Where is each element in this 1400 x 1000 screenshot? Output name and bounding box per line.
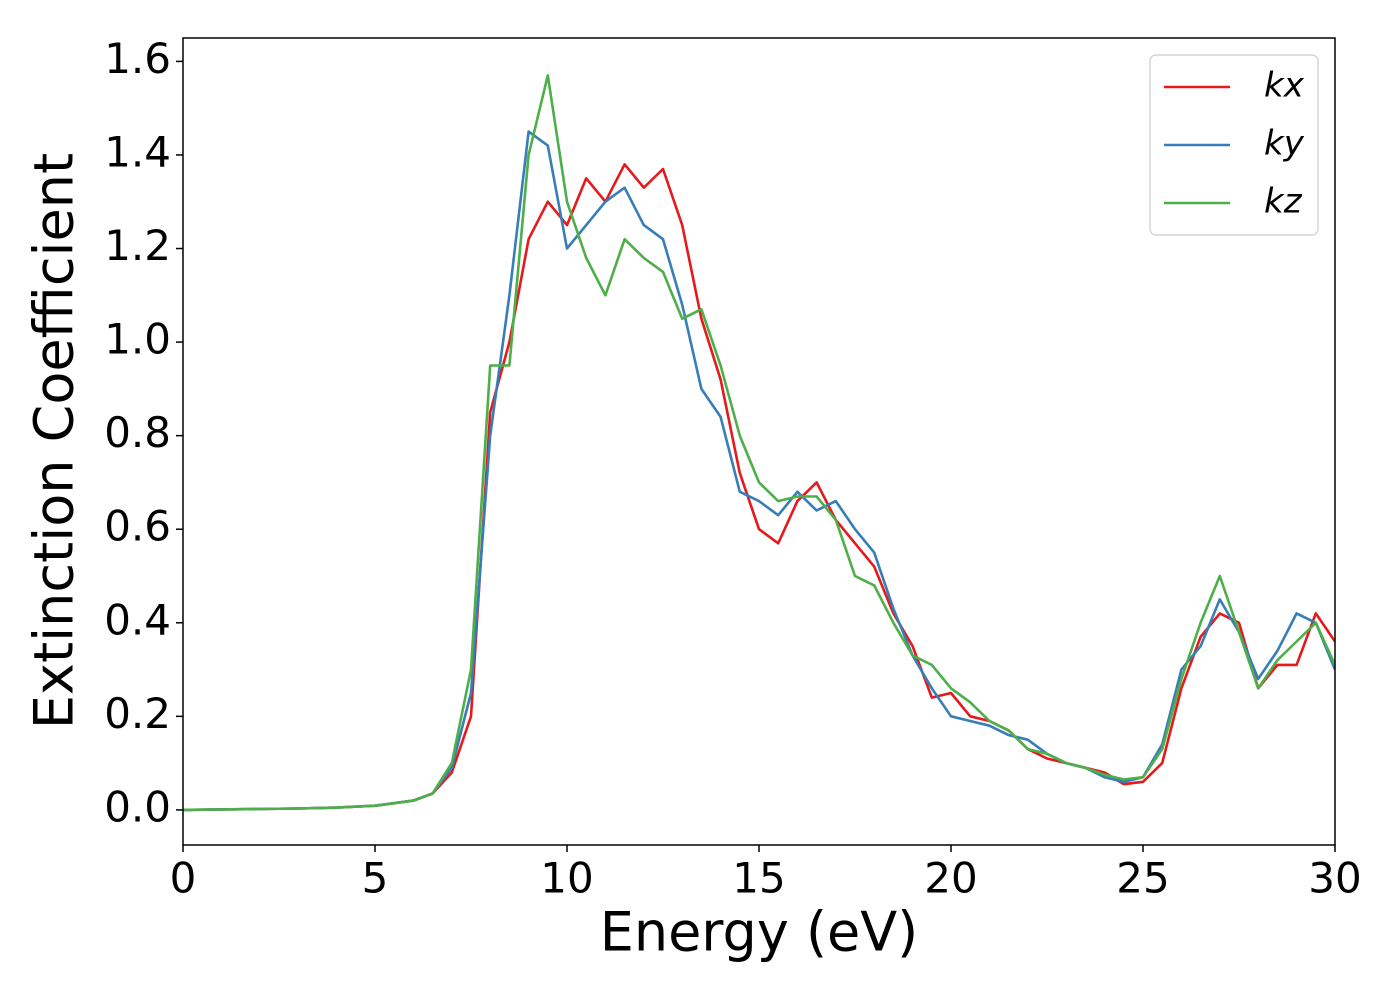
y-tick-label: 1.0 [104, 315, 171, 364]
legend-box [1149, 54, 1319, 236]
y-tick-label: 0.4 [104, 595, 171, 644]
y-tick-label: 1.2 [104, 221, 171, 270]
x-tick-label: 20 [924, 854, 977, 903]
legend-label: kx [1264, 66, 1305, 106]
x-tick-label: 5 [362, 854, 389, 903]
x-tick-label: 10 [540, 854, 593, 903]
legend-label: ky [1264, 124, 1305, 164]
x-tick-label: 30 [1308, 854, 1361, 903]
y-tick-label: 0.2 [104, 689, 171, 738]
data-line [183, 74, 1335, 812]
x-tick-label: 0 [170, 854, 197, 903]
y-tick-label: 0.0 [104, 782, 171, 831]
y-tick-label: 0.6 [104, 502, 171, 551]
y-tick-label: 0.8 [104, 408, 171, 457]
x-axis-label: Energy (eV) [600, 901, 919, 964]
x-tick-label: 25 [1116, 854, 1169, 903]
data-line [183, 163, 1335, 812]
legend-label: kz [1264, 182, 1303, 222]
y-axis-label: Extinction Coefficient [23, 153, 86, 729]
x-tick-label: 15 [732, 854, 785, 903]
y-tick-label: 1.6 [104, 34, 171, 83]
plot-frame [182, 37, 1336, 846]
y-tick-label: 1.4 [104, 127, 171, 176]
